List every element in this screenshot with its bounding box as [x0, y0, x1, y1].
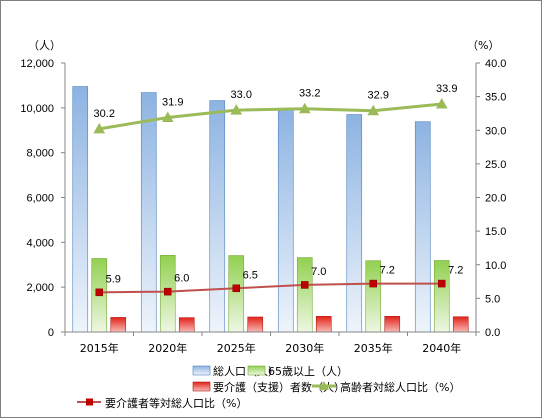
- legend-label: 要介護（支援）者数（人）: [213, 380, 345, 394]
- elderly-ratio-point: [93, 122, 106, 134]
- left-tick-label: 8,000: [26, 148, 54, 160]
- bar-total-population: [277, 107, 294, 333]
- care-ratio-label: 7.0: [311, 266, 326, 278]
- left-tick-label: 12,000: [20, 58, 54, 70]
- legend-label: 高齢者対総人口比（%）: [340, 380, 460, 394]
- elderly-ratio-label: 33.0: [231, 89, 252, 101]
- elderly-ratio-label: 30.2: [94, 108, 115, 120]
- right-tick-label: 15.0: [485, 226, 506, 238]
- left-axis-ticks: 0 2,000 4,000 6,000 8,000 10,000 12,000: [20, 58, 65, 339]
- care-ratio-point: [232, 284, 240, 293]
- left-tick-label: 0: [48, 327, 54, 339]
- elderly-ratio-label: 31.9: [162, 96, 183, 108]
- bar-care-recipients: [452, 316, 469, 333]
- category-label: 2025年: [217, 341, 256, 355]
- category-axis-labels: 2015年 2020年 2025年 2030年 2035年 2040年: [80, 341, 462, 355]
- care-ratio-point: [369, 279, 377, 288]
- bar-total-population: [209, 100, 226, 333]
- right-tick-label: 25.0: [485, 159, 506, 171]
- axes-group: [64, 63, 477, 336]
- elderly-ratio-label: 32.9: [368, 90, 389, 102]
- category-label: 2030年: [285, 341, 324, 355]
- care-ratio-point: [438, 279, 446, 288]
- category-label: 2015年: [80, 341, 119, 355]
- care-ratio-label: 6.0: [174, 273, 189, 285]
- legend-marker: [319, 381, 329, 390]
- care-ratio-label: 5.9: [106, 273, 121, 285]
- care-ratio-point: [164, 287, 172, 296]
- elderly-ratio-point: [230, 104, 243, 115]
- legend-marker: [86, 398, 93, 406]
- right-axis-unit: （%）: [467, 39, 499, 52]
- right-tick-label: 20.0: [485, 193, 506, 205]
- category-label: 2035年: [354, 341, 393, 355]
- care-ratio-line: [99, 282, 442, 294]
- right-axis-ticks: 0.0 5.0 10.0 15.0 20.0 25.0 30.0 35.0 40.0: [476, 58, 506, 339]
- bar-care-recipients: [315, 316, 332, 333]
- bar-series-group: [72, 86, 469, 333]
- bar-age65-plus: [365, 260, 382, 333]
- line-series-group: 30.2 31.9 33.0 33.2 32.9 33.9 5.9 6.0 6.5 7.0 7.2 7…: [93, 83, 463, 297]
- right-tick-label: 30.0: [485, 125, 506, 137]
- elderly-ratio-line: [99, 102, 442, 131]
- right-tick-label: 10.0: [485, 260, 506, 272]
- care-ratio-point: [95, 288, 103, 297]
- legend: 総人口（人）65歳以上（人）要介護（支援）者数（人）高齢者対総人口比（%）要介護…: [77, 364, 460, 410]
- left-tick-label: 4,000: [26, 237, 54, 249]
- bar-age65-plus: [228, 255, 245, 333]
- elderly-ratio-point: [298, 102, 311, 114]
- bar-total-population: [346, 114, 363, 333]
- right-tick-label: 35.0: [485, 92, 506, 104]
- bar-care-recipients: [247, 316, 264, 333]
- left-tick-label: 10,000: [20, 103, 54, 115]
- bar-total-population: [414, 121, 431, 333]
- legend-swatch: [247, 365, 266, 376]
- elderly-ratio-label: 33.2: [299, 88, 320, 100]
- category-label: 2040年: [422, 341, 461, 355]
- legend-swatch: [192, 365, 211, 376]
- care-ratio-point: [301, 281, 309, 289]
- left-tick-label: 2,000: [26, 282, 54, 294]
- bar-care-recipients: [110, 317, 127, 333]
- care-ratio-label: 6.5: [243, 269, 258, 281]
- bar-care-recipients: [178, 317, 195, 333]
- care-ratio-label: 7.2: [380, 265, 395, 277]
- category-label: 2020年: [148, 341, 187, 355]
- bar-age65-plus: [433, 260, 450, 333]
- left-tick-label: 6,000: [26, 193, 54, 205]
- bar-age65-plus: [296, 257, 313, 333]
- care-ratio-label: 7.2: [448, 265, 463, 277]
- elderly-ratio-point: [161, 111, 174, 122]
- right-tick-label: 40.0: [485, 58, 506, 70]
- right-tick-label: 5.0: [485, 293, 500, 305]
- legend-label: 要介護者等対総人口比（%）: [105, 396, 247, 410]
- bar-care-recipients: [384, 316, 401, 333]
- bar-total-population: [140, 92, 157, 333]
- elderly-ratio-point: [367, 104, 380, 116]
- left-axis-unit: （人）: [28, 39, 61, 52]
- elderly-ratio-label: 33.9: [436, 83, 457, 95]
- bar-total-population: [72, 86, 89, 333]
- right-tick-label: 0.0: [485, 327, 500, 339]
- legend-swatch: [192, 381, 211, 392]
- legend-label: 65歳以上（人）: [268, 365, 348, 378]
- elderly-ratio-point: [435, 97, 448, 109]
